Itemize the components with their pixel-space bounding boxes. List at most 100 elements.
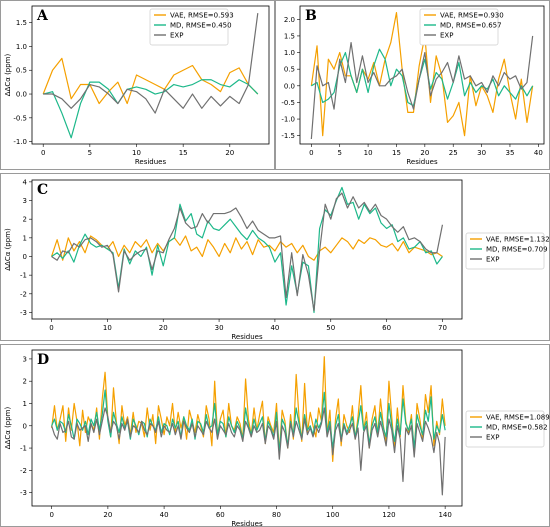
panel-c: C 0 10 20 30 40 50 60 70 -3 -2 -1 0 1 2 3 4 Residues ΔΔCα …: [0, 173, 550, 341]
y-tick-label: -1: [20, 272, 27, 280]
y-axis-label: ΔΔCα (ppm): [4, 407, 12, 450]
x-axis-label: Residues: [231, 333, 263, 341]
x-axis-label: Residues: [231, 520, 263, 527]
legend-label: MD, RMSE=0.657: [440, 22, 502, 30]
panel-a: A 0 5 10 15 20 -1.0 -0.5 0.0 0.5 1.0 1.5 Residues ΔΔC…: [0, 0, 275, 170]
x-tick-label: 100: [326, 511, 339, 519]
legend-label: MD, RMSE=0.582: [486, 424, 548, 432]
y-tick-label: 0.5: [284, 66, 295, 74]
legend-label: VAE, RMSE=0.930: [440, 12, 504, 20]
panel-letter: A: [36, 8, 49, 24]
legend-label: VAE, RMSE=1.089: [486, 414, 550, 422]
panel-letter: C: [37, 182, 48, 198]
legend-label: EXP: [440, 32, 453, 40]
y-tick-label: 0: [23, 422, 27, 430]
legend-box: [465, 410, 545, 448]
series-line-md: [43, 79, 259, 139]
y-tick-label: 1.0: [284, 49, 295, 57]
y-tick-label: -3: [20, 309, 27, 317]
legend-label: EXP: [486, 256, 499, 264]
x-tick-label: 20: [420, 149, 429, 157]
x-tick-label: 10: [132, 149, 141, 157]
legend: VAE, RMSE=0.930 MD, RMSE=0.657 EXP: [419, 8, 504, 46]
x-tick-label: 10: [364, 149, 373, 157]
x-axis-label: Residues: [406, 158, 438, 166]
x-tick-label: 35: [505, 149, 514, 157]
y-tick-label: 1.5: [16, 19, 27, 27]
x-tick-label: 0: [309, 149, 313, 157]
series-group: [51, 356, 446, 496]
y-tick-label: 0: [23, 253, 27, 261]
y-tick-label: 2.0: [284, 16, 295, 24]
series-line-exp: [51, 407, 446, 496]
axes-frame: [299, 5, 545, 145]
legend: VAE, RMSE=1.089 MD, RMSE=0.582 EXP: [465, 410, 550, 448]
x-axis-label: Residues: [135, 158, 167, 166]
x-tick-label: 0: [49, 511, 53, 519]
y-tick-label: -1: [20, 445, 27, 453]
legend-label: VAE, RMSE=1.132: [486, 236, 550, 244]
y-tick-label: 1.5: [284, 32, 295, 40]
x-tick-label: 140: [438, 511, 451, 519]
y-axis-label: ΔΔCα (ppm): [4, 228, 12, 271]
x-tick-label: 50: [326, 324, 335, 332]
x-tick-label: 20: [225, 149, 234, 157]
y-tick-label: 1: [23, 234, 27, 242]
series-line-md: [51, 389, 446, 454]
legend-label: MD, RMSE=0.709: [486, 246, 548, 254]
legend-box: [465, 232, 545, 270]
x-tick-label: 20: [159, 324, 168, 332]
x-tick-label: 30: [215, 324, 224, 332]
legend-label: EXP: [486, 434, 499, 442]
y-tick-label: 2: [23, 216, 27, 224]
y-tick-label: 0.0: [284, 82, 295, 90]
x-tick-label: 40: [160, 511, 169, 519]
panel-border: [0, 0, 275, 170]
legend-label: MD, RMSE=0.450: [170, 22, 232, 30]
y-tick-label: -2: [20, 290, 27, 298]
series-line-vae: [42, 57, 259, 105]
legend-label: VAE, RMSE=0.593: [170, 12, 234, 20]
series-group: [50, 186, 444, 314]
series-group: [310, 12, 534, 140]
y-tick-label: 2: [23, 378, 27, 386]
y-tick-label: 4: [23, 178, 28, 186]
x-tick-label: 80: [272, 511, 281, 519]
y-tick-label: 0.5: [16, 67, 27, 75]
x-tick-label: 120: [382, 511, 395, 519]
y-tick-label: 3: [23, 355, 27, 363]
x-tick-label: 20: [103, 511, 112, 519]
x-tick-label: 5: [88, 149, 92, 157]
series-line-exp: [310, 35, 534, 140]
x-tick-label: 5: [337, 149, 341, 157]
axes-frame: [31, 179, 463, 320]
y-tick-label: -3: [20, 489, 27, 497]
y-axis-label: ΔΔCα (ppm): [4, 54, 12, 97]
series-line-exp: [51, 192, 444, 312]
y-tick-label: -1.5: [281, 132, 295, 140]
series-group: [42, 13, 259, 139]
panel-letter: B: [305, 8, 317, 24]
x-tick-label: 30: [477, 149, 486, 157]
x-tick-label: 15: [392, 149, 401, 157]
legend-box: [419, 8, 499, 46]
axes-frame: [31, 349, 463, 507]
y-tick-label: -2: [20, 467, 27, 475]
x-tick-label: 60: [216, 511, 225, 519]
y-tick-label: -0.5: [281, 99, 295, 107]
x-tick-label: 15: [179, 149, 188, 157]
legend: VAE, RMSE=0.593 MD, RMSE=0.450 EXP: [149, 8, 234, 46]
y-tick-label: -1.0: [281, 116, 295, 124]
y-tick-label: 0.0: [16, 91, 27, 99]
x-tick-label: 0: [41, 149, 45, 157]
axes-frame: [31, 5, 270, 145]
y-tick-label: 3: [23, 197, 27, 205]
series-line-vae: [310, 12, 534, 137]
series-line-vae: [50, 235, 443, 261]
y-tick-label: -1.0: [13, 138, 27, 146]
legend-box: [149, 8, 229, 46]
panel-b: B 0 5 10 15 20 25 30 35 40 -1.5 -1.0 -0.5 0.0 0.5 1.0 1.…: [275, 0, 550, 170]
panel-letter: D: [37, 352, 49, 368]
y-tick-label: -0.5: [13, 114, 27, 122]
